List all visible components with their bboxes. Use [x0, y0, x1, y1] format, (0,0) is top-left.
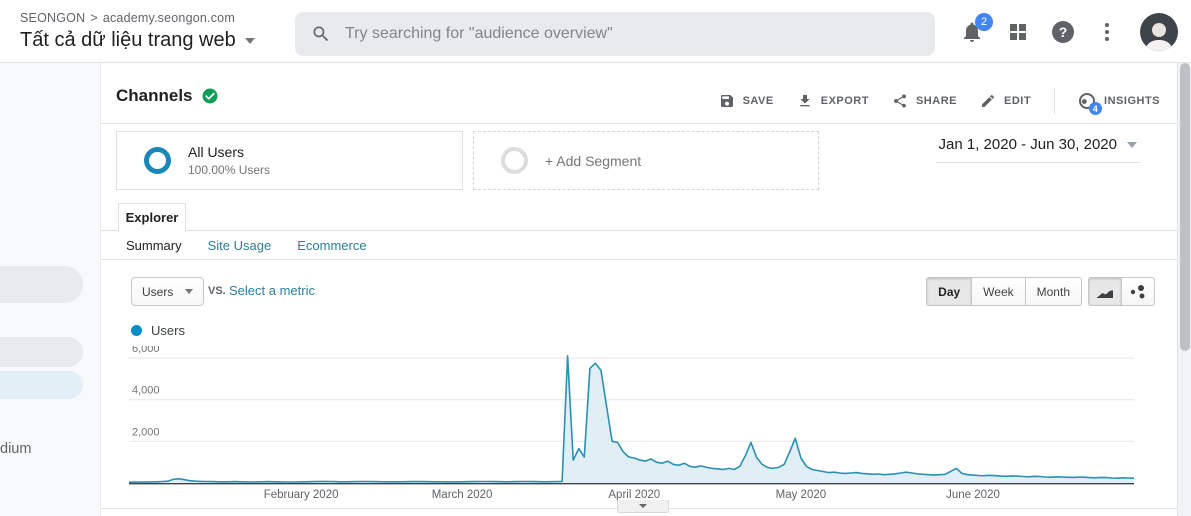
motion-chart-icon — [1130, 284, 1145, 298]
edit-button[interactable]: EDIT — [980, 93, 1031, 109]
breadcrumb-separator: > — [90, 11, 98, 25]
breadcrumb: SEONGON > academy.seongon.com — [20, 11, 235, 25]
notifications-button[interactable]: 2 — [960, 12, 993, 44]
notification-badge: 2 — [975, 12, 993, 31]
search-icon — [313, 26, 329, 42]
view-selector[interactable]: Tất cả dữ liệu trang web — [20, 29, 255, 52]
app-header: SEONGON > academy.seongon.com Tất cả dữ … — [0, 0, 1191, 63]
segment-all-users[interactable]: All Users 100.00% Users — [116, 131, 463, 190]
tab-bar: Explorer — [101, 203, 1177, 232]
segment-name: All Users — [188, 144, 245, 160]
report-panel: Channels SAVE EXPORT SHARE EDIT — [100, 63, 1177, 516]
chevron-down-icon — [185, 289, 194, 294]
export-label: EXPORT — [820, 95, 869, 107]
legend-label: Users — [151, 323, 185, 338]
share-label: SHARE — [915, 95, 957, 107]
subtab-ecommerce[interactable]: Ecommerce — [297, 238, 367, 253]
scrollbar-thumb[interactable] — [1180, 63, 1190, 351]
help-glyph: ? — [1058, 23, 1068, 40]
svg-text:6,000: 6,000 — [132, 346, 160, 355]
breadcrumb-property[interactable]: academy.seongon.com — [102, 11, 235, 25]
scrollbar-track[interactable] — [1177, 63, 1191, 516]
chevron-down-icon — [244, 37, 255, 44]
verified-icon — [202, 88, 218, 104]
save-icon — [720, 95, 733, 107]
search-bar[interactable] — [295, 12, 935, 56]
divider — [101, 123, 1177, 124]
share-button[interactable]: SHARE — [892, 93, 957, 109]
date-range-selector[interactable]: Jan 1, 2020 - Jun 30, 2020 — [935, 134, 1140, 163]
line-chart-icon — [1097, 289, 1113, 298]
page-title: Channels — [116, 86, 219, 106]
svg-text:June 2020: June 2020 — [946, 489, 1000, 501]
edit-label: EDIT — [1003, 95, 1032, 107]
date-range-label: Jan 1, 2020 - Jun 30, 2020 — [938, 136, 1117, 153]
apps-grid-icon[interactable] — [1009, 23, 1027, 41]
subtab-site-usage[interactable]: Site Usage — [207, 238, 272, 253]
sidebar-pill[interactable] — [0, 337, 83, 367]
add-segment-button[interactable]: + Add Segment — [473, 131, 819, 190]
all-users-segment-icon — [144, 147, 171, 174]
granularity-day-button[interactable]: Day — [926, 277, 973, 306]
tab-explorer[interactable]: Explorer — [118, 203, 186, 232]
vs-label: VS. — [208, 285, 226, 297]
segment-detail: 100.00% Users — [188, 163, 271, 177]
search-input[interactable] — [345, 25, 919, 43]
insights-label: INSIGHTS — [1104, 95, 1160, 107]
metric-selector-label: Users — [142, 284, 174, 299]
svg-text:February 2020: February 2020 — [264, 489, 339, 501]
share-icon — [893, 94, 906, 108]
insights-icon: 4 — [1078, 92, 1103, 115]
left-sidebar-fragment: dium — [0, 63, 100, 516]
chart-legend: Users — [131, 323, 185, 338]
overflow-menu-icon[interactable] — [1099, 21, 1115, 43]
select-metric-link[interactable]: Select a metric — [229, 283, 315, 298]
legend-dot — [131, 325, 142, 336]
sidebar-pill-selected[interactable] — [0, 371, 83, 399]
add-segment-icon — [501, 147, 528, 174]
report-actions: SAVE EXPORT SHARE EDIT 4 INSIGHTS — [719, 87, 1160, 115]
chart-toolbar: Users VS. Select a metric Day Week Month — [101, 261, 1177, 321]
granularity-month-button[interactable]: Month — [1024, 277, 1082, 306]
subtab-summary[interactable]: Summary — [126, 238, 182, 253]
add-segment-label: + Add Segment — [545, 152, 642, 169]
insights-badge: 4 — [1089, 102, 1103, 115]
edit-icon — [981, 94, 994, 107]
svg-text:May 2020: May 2020 — [776, 489, 827, 501]
sidebar-pill[interactable] — [0, 266, 83, 303]
view-title-label: Tất cả dữ liệu trang web — [20, 29, 236, 51]
svg-text:April 2020: April 2020 — [608, 489, 660, 501]
export-icon — [800, 95, 810, 107]
report-title-label: Channels — [116, 86, 193, 105]
users-chart[interactable]: 2,000 4,000 6,000 February 2020 March 2020 Ap… — [129, 346, 1134, 501]
svg-text:March 2020: March 2020 — [432, 489, 493, 501]
chevron-down-icon — [1127, 141, 1137, 148]
metric-selector[interactable]: Users — [131, 277, 205, 306]
chart-type-switch — [1088, 277, 1155, 306]
breadcrumb-account[interactable]: SEONGON — [20, 11, 86, 25]
save-label: SAVE — [742, 95, 774, 107]
motion-chart-button[interactable] — [1121, 277, 1155, 306]
granularity-week-button[interactable]: Week — [971, 277, 1026, 306]
save-button[interactable]: SAVE — [719, 93, 774, 109]
avatar-photo — [1145, 22, 1173, 51]
chevron-down-icon — [639, 504, 647, 508]
sidebar-cutoff-label: dium — [0, 441, 32, 457]
timeline-expander[interactable] — [617, 500, 669, 513]
granularity-switch: Day Week Month — [926, 277, 1082, 306]
avatar[interactable] — [1140, 12, 1178, 51]
divider — [1054, 88, 1056, 114]
line-chart-button[interactable] — [1088, 277, 1122, 306]
svg-text:2,000: 2,000 — [132, 426, 160, 438]
subtab-bar: Summary Site Usage Ecommerce — [101, 232, 1177, 260]
header-icons: 2 ? — [960, 0, 1178, 63]
export-button[interactable]: EXPORT — [797, 93, 869, 109]
svg-text:4,000: 4,000 — [132, 385, 160, 397]
insights-button[interactable]: 4 INSIGHTS — [1078, 92, 1160, 115]
help-icon[interactable]: ? — [1052, 20, 1074, 43]
